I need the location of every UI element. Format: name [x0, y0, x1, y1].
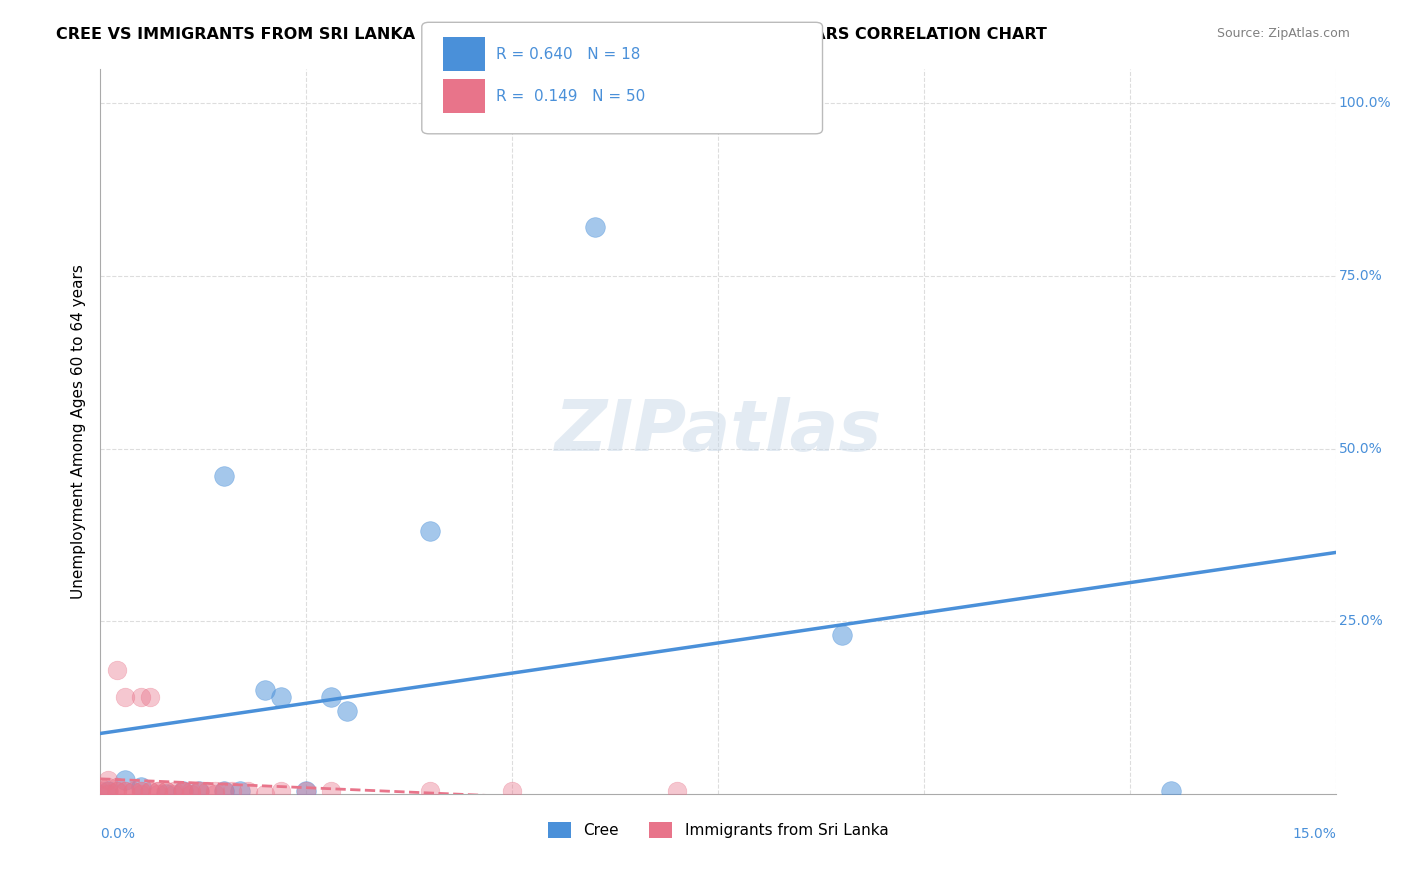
Point: [419, 783, 441, 797]
Point: [204, 783, 226, 797]
Point: [665, 783, 688, 797]
Point: [138, 690, 160, 705]
Point: [253, 787, 276, 801]
Point: [97, 783, 120, 797]
Point: [155, 783, 177, 797]
Point: [163, 783, 186, 797]
Point: [114, 690, 136, 705]
Point: [97, 773, 120, 788]
Point: [295, 783, 318, 797]
Point: [138, 783, 160, 797]
Point: [336, 704, 359, 718]
Point: [155, 783, 177, 797]
Text: R = 0.640   N = 18: R = 0.640 N = 18: [496, 47, 641, 62]
Point: [188, 783, 211, 797]
Point: [131, 787, 153, 801]
Point: [89, 787, 111, 801]
Point: [146, 783, 169, 797]
Point: [89, 780, 111, 794]
Text: Source: ZipAtlas.com: Source: ZipAtlas.com: [1216, 27, 1350, 40]
Text: 15.0%: 15.0%: [1292, 827, 1336, 840]
Point: [105, 663, 128, 677]
Point: [221, 783, 243, 797]
Y-axis label: Unemployment Among Ages 60 to 64 years: Unemployment Among Ages 60 to 64 years: [72, 264, 86, 599]
Text: 100.0%: 100.0%: [1339, 96, 1392, 110]
Point: [146, 787, 169, 801]
Point: [105, 783, 128, 797]
Point: [105, 783, 128, 797]
Point: [238, 783, 260, 797]
Point: [212, 469, 235, 483]
Point: [122, 783, 145, 797]
Point: [114, 773, 136, 788]
Point: [138, 783, 160, 797]
Point: [172, 783, 194, 797]
Point: [1160, 783, 1182, 797]
Point: [122, 783, 145, 797]
Point: [229, 783, 252, 797]
Point: [105, 780, 128, 794]
Text: 75.0%: 75.0%: [1339, 268, 1382, 283]
Point: [180, 787, 202, 801]
Point: [212, 783, 235, 797]
Point: [583, 220, 606, 235]
Point: [831, 628, 853, 642]
Legend: Cree, Immigrants from Sri Lanka: Cree, Immigrants from Sri Lanka: [541, 816, 894, 845]
Point: [163, 787, 186, 801]
Point: [270, 690, 292, 705]
Point: [131, 783, 153, 797]
Point: [253, 683, 276, 698]
Point: [97, 787, 120, 801]
Point: [97, 783, 120, 797]
Point: [172, 783, 194, 797]
Text: R =  0.149   N = 50: R = 0.149 N = 50: [496, 89, 645, 103]
Text: 0.0%: 0.0%: [100, 827, 135, 840]
Point: [195, 783, 218, 797]
Point: [114, 783, 136, 797]
Point: [319, 690, 342, 705]
Point: [419, 524, 441, 539]
Point: [155, 787, 177, 801]
Point: [212, 783, 235, 797]
Point: [97, 780, 120, 794]
Point: [270, 783, 292, 797]
Point: [131, 783, 153, 797]
Point: [188, 783, 211, 797]
Point: [146, 783, 169, 797]
Text: CREE VS IMMIGRANTS FROM SRI LANKA UNEMPLOYMENT AMONG AGES 60 TO 64 YEARS CORRELA: CREE VS IMMIGRANTS FROM SRI LANKA UNEMPL…: [56, 27, 1047, 42]
Text: ZIPatlas: ZIPatlas: [554, 397, 882, 466]
Text: 25.0%: 25.0%: [1339, 615, 1382, 628]
Point: [180, 783, 202, 797]
Point: [172, 783, 194, 797]
Point: [172, 783, 194, 797]
Text: 50.0%: 50.0%: [1339, 442, 1382, 456]
Point: [114, 783, 136, 797]
Point: [501, 783, 523, 797]
Point: [131, 780, 153, 794]
Point: [89, 783, 111, 797]
Point: [188, 783, 211, 797]
Point: [131, 690, 153, 705]
Point: [204, 787, 226, 801]
Point: [319, 783, 342, 797]
Point: [295, 783, 318, 797]
